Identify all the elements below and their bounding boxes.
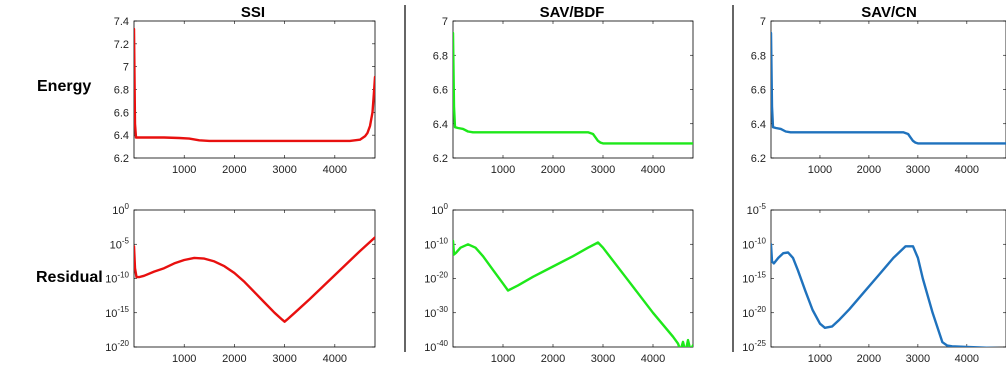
row-label-energy: Energy xyxy=(37,78,91,95)
series-line-sav-bdf-residual xyxy=(453,239,693,347)
y-tick-label: 10-25 xyxy=(742,339,766,354)
x-tick-label: 4000 xyxy=(323,353,347,365)
y-tick-label: 7 xyxy=(442,16,448,28)
y-tick-label: 6.4 xyxy=(433,119,448,131)
y-tick-label: 6.8 xyxy=(114,85,129,97)
x-tick-label: 1000 xyxy=(491,353,515,365)
x-tick-label: 3000 xyxy=(591,353,615,365)
x-tick-label: 2000 xyxy=(222,353,246,365)
x-tick-label: 2000 xyxy=(857,164,881,176)
axes-frame xyxy=(770,209,1006,348)
plot-ssi-energy: 1000 2000 3000 4000 6.2 6.4 6.6 6.8 7 7.2 7.4 xyxy=(114,16,376,176)
axes-frame xyxy=(452,20,694,159)
y-tick-label: 10-10 xyxy=(742,236,766,251)
y-tick-label: 7.4 xyxy=(114,16,129,28)
x-tick-label: 4000 xyxy=(641,353,665,365)
y-tick-label: 6.4 xyxy=(114,130,129,142)
x-tick-label: 3000 xyxy=(591,164,615,176)
y-tick-label: 10-20 xyxy=(742,305,766,320)
column-title-sav-bdf: SAV/BDF xyxy=(540,4,605,21)
y-tick-label: 7.2 xyxy=(114,39,129,51)
column-title-sav-cn: SAV/CN xyxy=(861,4,917,21)
y-tick-label: 6.4 xyxy=(751,119,766,131)
series-line-sav-cn-energy xyxy=(771,31,1006,145)
x-tick-label: 3000 xyxy=(272,164,296,176)
y-tick-label: 10-10 xyxy=(105,271,129,286)
x-tick-label: 1000 xyxy=(808,164,832,176)
x-tick-label: 1000 xyxy=(808,353,832,365)
y-tick-label: 6.6 xyxy=(751,85,766,97)
y-tick-label: 10-40 xyxy=(424,339,448,354)
column-title-ssi: SSI xyxy=(241,4,265,21)
y-tick-label: 10-30 xyxy=(424,305,448,320)
labels-layer: Energy Residual SSI SAV/BDF SAV/CN xyxy=(36,4,917,352)
y-tick-label: 7 xyxy=(123,62,129,74)
y-tick-label: 10-10 xyxy=(424,236,448,251)
x-tick-label: 4000 xyxy=(955,353,979,365)
series-line-sav-bdf-energy xyxy=(453,31,693,145)
plot-ssi-residual: 1000 2000 3000 4000 10-20 10-15 10-10 10-5 100 xyxy=(105,202,376,365)
axes-frame xyxy=(452,209,694,348)
axes-frame xyxy=(133,209,376,348)
y-tick-label: 10-15 xyxy=(742,271,766,286)
axes-frame xyxy=(770,20,1006,159)
x-tick-label: 1000 xyxy=(491,164,515,176)
x-tick-label: 3000 xyxy=(906,164,930,176)
x-tick-label: 1000 xyxy=(172,353,196,365)
series-line-sav-cn-residual xyxy=(771,243,1001,347)
y-tick-label: 10-5 xyxy=(110,236,130,251)
x-tick-label: 3000 xyxy=(272,353,296,365)
y-tick-label: 6.8 xyxy=(433,50,448,62)
x-tick-label: 3000 xyxy=(906,353,930,365)
x-tick-label: 4000 xyxy=(641,164,665,176)
y-tick-label: 6.2 xyxy=(751,153,766,165)
y-tick-label: 10-20 xyxy=(424,271,448,286)
y-tick-label: 6.6 xyxy=(114,107,129,119)
y-tick-label: 6.2 xyxy=(114,153,129,165)
plots-layer: 1000 2000 3000 4000 6.2 6.4 6.6 6.8 7 7.2 7.4 1000 2… xyxy=(105,16,1006,365)
y-tick-label: 100 xyxy=(431,202,448,217)
row-label-residual: Residual xyxy=(36,269,103,286)
series-line-ssi-energy xyxy=(134,27,375,143)
x-tick-label: 1000 xyxy=(172,164,196,176)
y-tick-label: 6.8 xyxy=(751,50,766,62)
y-tick-label: 100 xyxy=(112,202,129,217)
y-tick-label: 10-15 xyxy=(105,305,129,320)
x-tick-label: 4000 xyxy=(955,164,979,176)
x-tick-label: 2000 xyxy=(541,164,565,176)
y-tick-label: 6.6 xyxy=(433,85,448,97)
y-tick-label: 6.2 xyxy=(433,153,448,165)
y-tick-label: 10-20 xyxy=(105,339,129,354)
x-tick-label: 2000 xyxy=(541,353,565,365)
plot-sav-bdf-residual: 1000 2000 3000 4000 10-40 10-30 10-20 10-10 100 xyxy=(424,202,694,365)
plot-sav-bdf-energy: 1000 2000 3000 4000 6.2 6.4 6.6 6.8 7 xyxy=(433,16,694,176)
x-tick-label: 2000 xyxy=(222,164,246,176)
series-line-ssi-residual xyxy=(134,236,375,323)
plot-sav-cn-energy: 1000 2000 3000 4000 6.2 6.4 6.6 6.8 7 xyxy=(751,16,1006,176)
x-tick-label: 2000 xyxy=(857,353,881,365)
y-tick-label: 7 xyxy=(760,16,766,28)
y-tick-label: 10-5 xyxy=(747,202,767,217)
x-tick-label: 4000 xyxy=(323,164,347,176)
plot-sav-cn-residual: 1000 2000 3000 4000 10-25 10-20 10-15 10-10 10-5 xyxy=(742,202,1006,365)
